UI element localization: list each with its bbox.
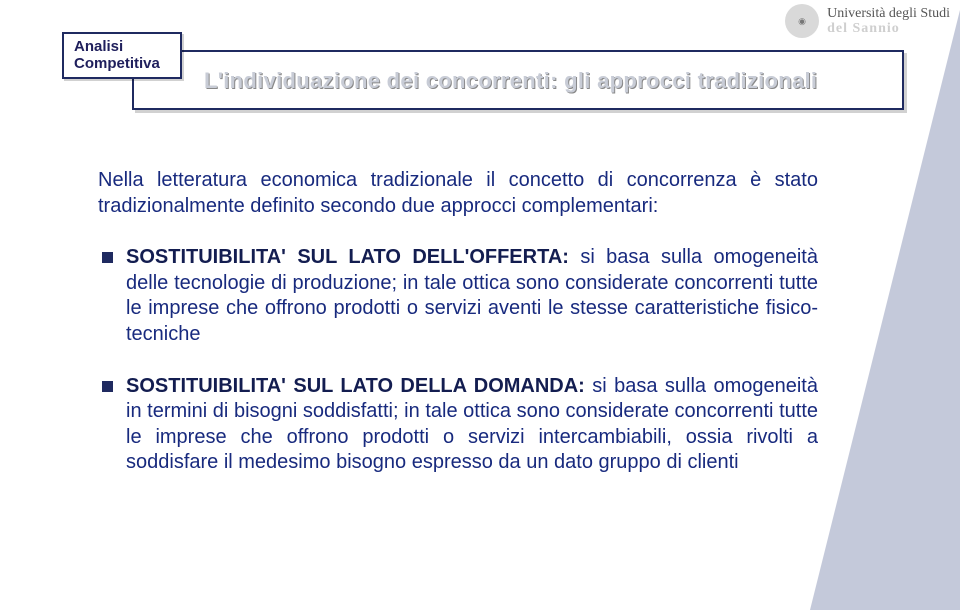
bullet-list: SOSTITUIBILITA' SUL LATO DELL'OFFERTA: s…: [98, 245, 818, 476]
slide: ◉ Università degli Studi del Sannio Anal…: [0, 0, 960, 610]
university-logo: ◉ Università degli Studi del Sannio: [785, 4, 950, 38]
logo-line2: del Sannio: [827, 21, 950, 36]
list-item: SOSTITUIBILITA' SUL LATO DELLA DOMANDA: …: [98, 374, 818, 476]
logo-text: Università degli Studi del Sannio: [827, 6, 950, 37]
list-item: SOSTITUIBILITA' SUL LATO DELL'OFFERTA: s…: [98, 245, 818, 347]
bullet-lead: SOSTITUIBILITA' SUL LATO DELL'OFFERTA:: [126, 246, 569, 268]
slide-title: L'individuazione dei concorrenti: gli ap…: [204, 68, 817, 93]
logo-line1: Università degli Studi: [827, 6, 950, 21]
body-content: Nella letteratura economica tradizionale…: [98, 168, 818, 502]
tag-line1: Analisi: [74, 38, 160, 55]
intro-paragraph: Nella letteratura economica tradizionale…: [98, 168, 818, 219]
logo-seal-icon: ◉: [785, 4, 819, 38]
tag-box: Analisi Competitiva: [62, 32, 182, 79]
title-box: L'individuazione dei concorrenti: gli ap…: [132, 50, 904, 110]
bullet-lead: SOSTITUIBILITA' SUL LATO DELLA DOMANDA:: [126, 375, 585, 397]
tag-line2: Competitiva: [74, 55, 160, 72]
